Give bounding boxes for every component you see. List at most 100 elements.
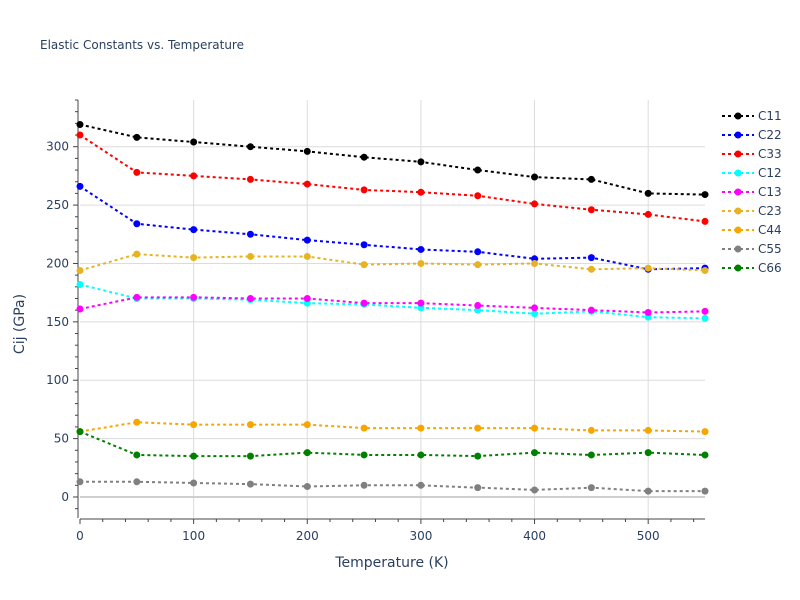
series-line (79, 296, 706, 314)
data-point (417, 158, 425, 166)
legend-marker (734, 169, 742, 176)
data-point (76, 121, 84, 129)
data-point (246, 452, 254, 460)
data-point (76, 182, 84, 190)
data-point (474, 192, 482, 200)
data-point (474, 166, 482, 174)
data-point (303, 482, 311, 490)
legend-item[interactable]: C55 (722, 239, 782, 258)
legend-marker (734, 150, 742, 157)
chart-title: Elastic Constants vs. Temperature (40, 38, 244, 52)
data-point (474, 248, 482, 256)
data-point (360, 241, 368, 249)
series-c23 (76, 250, 709, 274)
legend-label: C33 (758, 146, 782, 161)
legend-item[interactable]: C22 (722, 125, 782, 144)
data-point (701, 487, 709, 495)
data-point (701, 307, 709, 315)
series-group (76, 121, 709, 495)
data-point (360, 424, 368, 432)
data-point (360, 481, 368, 489)
y-tick-label: 0 (61, 490, 69, 504)
legend-item[interactable]: C11 (722, 106, 782, 125)
data-point (417, 259, 425, 267)
data-point (360, 186, 368, 194)
data-point (133, 451, 141, 459)
data-point (587, 451, 595, 459)
legend-item[interactable]: C23 (722, 201, 782, 220)
data-point (531, 424, 539, 432)
legend-item[interactable]: C66 (722, 258, 782, 277)
series-c13 (76, 293, 709, 317)
legend-label: C44 (758, 222, 782, 237)
legend-item[interactable]: C12 (722, 163, 782, 182)
data-point (417, 481, 425, 489)
data-point (190, 226, 198, 234)
series-line (80, 480, 705, 493)
x-tick-label: 400 (523, 529, 546, 543)
x-axis-label: Temperature (K) (335, 555, 449, 571)
series-line (79, 185, 706, 271)
data-point (587, 484, 595, 492)
legend-label: C22 (758, 127, 782, 142)
data-point (531, 173, 539, 181)
data-point (76, 280, 84, 288)
series-c55 (76, 478, 709, 495)
legend-swatch (722, 207, 754, 214)
series-c12 (76, 280, 709, 322)
legend[interactable]: C11 C22 C33 C12 C13 C23 C44 C55 C66 (722, 106, 782, 277)
x-tick-label: 200 (296, 529, 319, 543)
data-point (531, 486, 539, 494)
data-point (417, 188, 425, 196)
legend-label: C55 (758, 241, 782, 256)
data-point (246, 175, 254, 183)
legend-swatch (722, 131, 754, 138)
series-line (79, 283, 706, 320)
data-point (190, 138, 198, 146)
data-point (133, 478, 141, 486)
data-point (644, 210, 652, 218)
series-c33 (76, 131, 709, 225)
y-tick-label: 100 (46, 373, 69, 387)
x-tick-label: 0 (76, 529, 84, 543)
legend-marker (734, 131, 742, 138)
data-point (76, 428, 84, 436)
legend-item[interactable]: C33 (722, 144, 782, 163)
data-point (474, 452, 482, 460)
data-point (701, 266, 709, 274)
data-point (417, 299, 425, 307)
data-point (246, 230, 254, 238)
data-point (644, 487, 652, 495)
data-point (133, 133, 141, 141)
y-tick-label: 300 (46, 140, 69, 154)
data-point (644, 189, 652, 197)
data-point (360, 299, 368, 307)
data-point (644, 264, 652, 272)
data-point (474, 424, 482, 432)
legend-marker (734, 245, 742, 252)
data-point (303, 421, 311, 429)
data-point (701, 314, 709, 322)
data-point (303, 294, 311, 302)
data-point (246, 480, 254, 488)
series-c44 (76, 418, 709, 436)
data-point (587, 426, 595, 434)
data-point (190, 293, 198, 301)
data-point (531, 259, 539, 267)
legend-item[interactable]: C44 (722, 220, 782, 239)
series-line (79, 123, 706, 196)
series-c22 (76, 182, 709, 273)
series-line (79, 430, 706, 458)
data-point (417, 424, 425, 432)
legend-item[interactable]: C13 (722, 182, 782, 201)
data-point (76, 131, 84, 139)
x-tick-label: 300 (409, 529, 432, 543)
data-point (246, 294, 254, 302)
data-point (303, 147, 311, 155)
data-point (360, 261, 368, 269)
data-point (133, 293, 141, 301)
legend-swatch (722, 226, 754, 233)
data-point (474, 301, 482, 309)
data-point (303, 449, 311, 457)
data-point (133, 418, 141, 426)
